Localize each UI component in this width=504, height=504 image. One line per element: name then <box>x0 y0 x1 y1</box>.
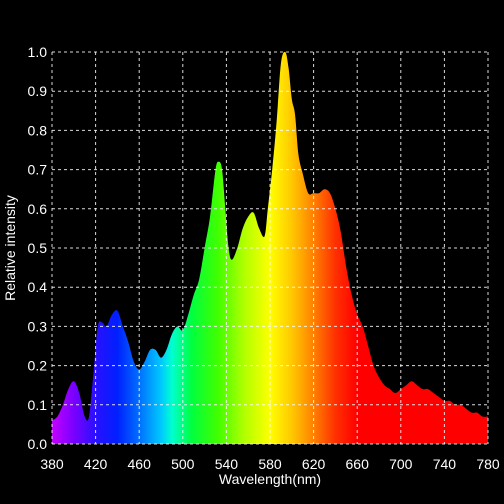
y-tick-label: 0.2 <box>28 358 48 374</box>
y-tick-label: 0.7 <box>28 162 48 178</box>
y-axis-label: Relative intensity <box>2 195 18 301</box>
x-tick-label: 580 <box>258 456 282 472</box>
x-tick-labels: 380 420 460 500 540 580 620 660 700 740 780 <box>40 456 500 472</box>
x-tick-label: 540 <box>215 456 239 472</box>
y-tick-label: 1.0 <box>28 44 48 60</box>
y-tick-label: 0.8 <box>28 122 48 138</box>
x-tick-label: 660 <box>346 456 370 472</box>
x-tick-label: 380 <box>40 456 64 472</box>
y-tick-label: 0.3 <box>28 318 48 334</box>
x-tick-label: 700 <box>389 456 413 472</box>
y-tick-label: 0.0 <box>28 436 48 452</box>
x-tick-label: 740 <box>433 456 457 472</box>
y-tick-label: 0.6 <box>28 201 48 217</box>
x-tick-label: 620 <box>302 456 326 472</box>
y-tick-labels: 0.0 0.1 0.2 0.3 0.4 0.5 0.6 0.7 0.8 0.9 1.0 <box>28 44 48 452</box>
x-tick-label: 780 <box>476 456 500 472</box>
y-tick-label: 0.1 <box>28 397 48 413</box>
y-tick-label: 0.5 <box>28 240 48 256</box>
y-tick-label: 0.4 <box>28 279 48 295</box>
x-axis-label: Wavelength(nm) <box>219 471 321 487</box>
grid-layer <box>51 51 489 445</box>
x-tick-label: 460 <box>128 456 152 472</box>
x-tick-label: 500 <box>171 456 195 472</box>
x-tick-label: 420 <box>84 456 108 472</box>
y-tick-label: 0.9 <box>28 83 48 99</box>
